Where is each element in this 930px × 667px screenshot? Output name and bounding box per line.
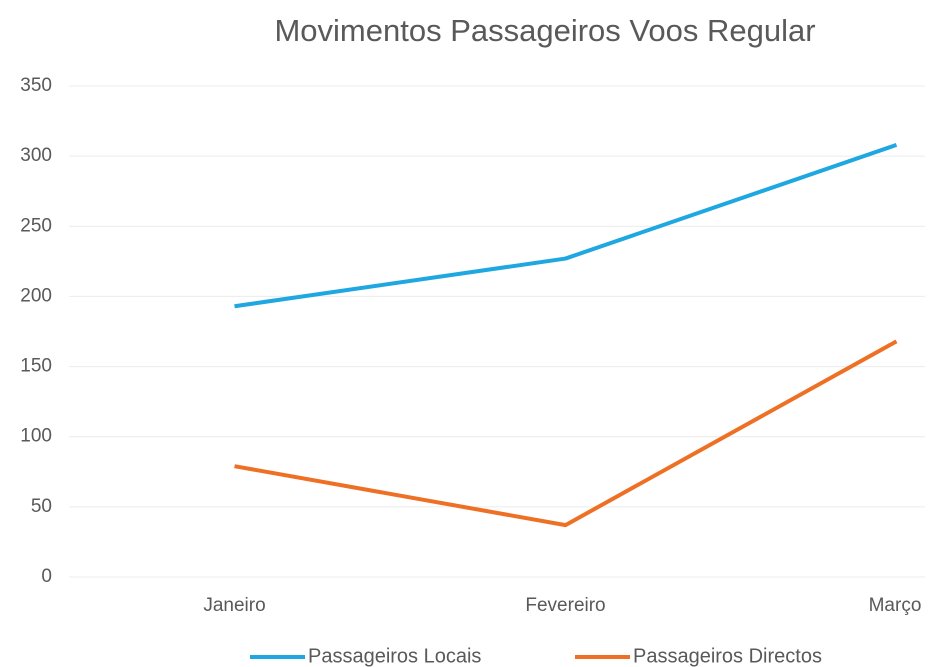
y-tick-label: 0 — [41, 566, 52, 587]
data-line — [234, 143, 898, 309]
chart-title: Movimentos Passageiros Voos Regular — [274, 13, 815, 48]
legend-label: Passageiros Locais — [308, 645, 481, 667]
y-tick-label: 150 — [20, 356, 52, 377]
x-tick-label: Janeiro — [203, 595, 265, 616]
legend-label: Passageiros Directos — [633, 645, 822, 667]
y-tick-label: 100 — [20, 426, 52, 447]
y-tick-label: 350 — [20, 75, 52, 96]
y-tick-label: 50 — [31, 496, 52, 517]
y-tick-label: 200 — [20, 285, 52, 306]
y-tick-label: 250 — [20, 215, 52, 236]
y-tick-label: 300 — [20, 145, 52, 166]
x-tick-label: Março — [869, 595, 922, 616]
data-line — [234, 339, 898, 528]
x-tick-label: Fevereiro — [525, 595, 605, 616]
